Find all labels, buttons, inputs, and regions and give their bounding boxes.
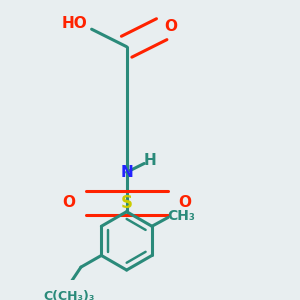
Text: H: H [144, 153, 156, 168]
Text: CH₃: CH₃ [167, 209, 195, 223]
Text: O: O [164, 19, 177, 34]
Text: S: S [121, 194, 133, 212]
Text: O: O [178, 195, 191, 210]
Text: N: N [120, 165, 133, 180]
Text: HO: HO [61, 16, 87, 31]
Text: O: O [62, 195, 75, 210]
Text: C(CH₃)₃: C(CH₃)₃ [44, 290, 95, 300]
